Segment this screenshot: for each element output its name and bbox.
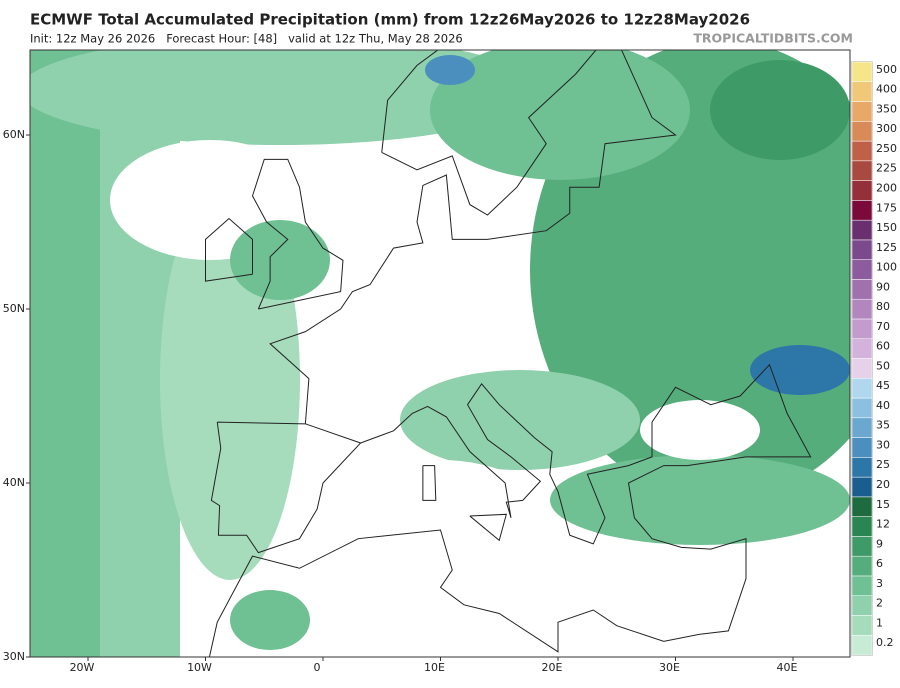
colorbar-label: 350 xyxy=(876,102,897,115)
colorbar-label: 9 xyxy=(876,537,883,550)
colorbar-label: 15 xyxy=(876,498,890,511)
colorbar-swatch xyxy=(851,358,873,379)
colorbar-swatch xyxy=(851,140,873,162)
lon-label: 10E xyxy=(424,661,445,674)
lon-label: 20W xyxy=(70,661,95,674)
colorbar-label: 80 xyxy=(876,300,890,313)
colorbar-label: 3 xyxy=(876,577,883,590)
colorbar-label: 45 xyxy=(876,379,890,392)
coastline xyxy=(251,158,344,310)
colorbar-swatch xyxy=(851,378,873,399)
coastline xyxy=(269,50,677,424)
colorbar-swatch xyxy=(851,575,873,596)
colorbar-swatch xyxy=(851,219,873,241)
lon-label: 0 xyxy=(314,661,321,674)
colorbar-label: 500 xyxy=(876,63,897,76)
colorbar-swatch xyxy=(851,318,873,339)
colorbar-swatch xyxy=(851,160,873,181)
precip-area xyxy=(30,50,540,145)
map xyxy=(30,50,850,657)
colorbar-swatch xyxy=(851,81,873,102)
precip-area xyxy=(430,50,690,180)
colorbar-swatch xyxy=(851,61,873,83)
colorbar-swatch xyxy=(851,615,873,636)
colorbar-label: 50 xyxy=(876,359,890,372)
lon-label: 10W xyxy=(187,661,212,674)
colorbar-swatch xyxy=(851,634,873,656)
colorbar-swatch xyxy=(851,259,873,280)
precip-area xyxy=(710,60,850,160)
colorbar-label: 6 xyxy=(876,557,883,570)
lon-label: 30E xyxy=(659,661,680,674)
colorbar-label: 25 xyxy=(876,458,890,471)
dry-area xyxy=(320,270,440,390)
colorbar-label: 200 xyxy=(876,181,897,194)
precip-area xyxy=(400,370,640,470)
colorbar-label: 400 xyxy=(876,83,897,96)
lat-label: 50N xyxy=(3,302,25,315)
colorbar-label: 70 xyxy=(876,320,890,333)
colorbar-swatch xyxy=(851,298,873,320)
colorbar-swatch xyxy=(851,516,873,537)
colorbar-label: 30 xyxy=(876,438,890,451)
precip-area xyxy=(30,50,100,657)
coastline xyxy=(208,363,812,657)
colorbar-swatch xyxy=(851,457,873,478)
colorbar-label: 35 xyxy=(876,419,890,432)
colorbar-swatch xyxy=(851,338,873,359)
precip-area xyxy=(550,455,850,545)
colorbar-label: 60 xyxy=(876,340,890,353)
title: ECMWF Total Accumulated Precipitation (m… xyxy=(30,11,750,29)
precip-area xyxy=(230,220,330,300)
colorbar-label: 125 xyxy=(876,241,897,254)
colorbar-swatch xyxy=(851,121,873,142)
lat-label: 60N xyxy=(3,128,25,141)
colorbar-label: 12 xyxy=(876,518,890,531)
coastline xyxy=(205,217,253,282)
colorbar-swatch xyxy=(851,595,873,616)
brand: TROPICALTIDBITS.COM xyxy=(693,31,853,46)
colorbar-label: 0.2 xyxy=(876,636,894,649)
lat-label: 40N xyxy=(3,476,25,489)
colorbar-label: 100 xyxy=(876,261,897,274)
colorbar-label: 300 xyxy=(876,122,897,135)
colorbar-label: 90 xyxy=(876,280,890,293)
coastline xyxy=(469,513,507,542)
dry-area xyxy=(330,460,550,580)
colorbar-swatch xyxy=(851,437,873,458)
lat-label: 30N xyxy=(3,650,25,663)
colorbar-swatch xyxy=(851,496,873,517)
colorbar-swatch xyxy=(851,536,873,557)
colorbar-swatch xyxy=(851,397,873,419)
coastline xyxy=(422,465,437,501)
precip-area xyxy=(425,55,475,85)
colorbar-label: 20 xyxy=(876,478,890,491)
colorbar-swatch xyxy=(851,239,873,260)
colorbar-label: 40 xyxy=(876,399,890,412)
colorbar-swatch xyxy=(851,279,873,300)
precip-area xyxy=(750,345,850,395)
colorbar-swatch xyxy=(851,101,873,122)
coastline xyxy=(381,50,597,216)
colorbar-swatch xyxy=(851,555,873,577)
colorbar-swatch xyxy=(851,180,873,201)
colorbar-label: 175 xyxy=(876,201,897,214)
colorbar-swatch xyxy=(851,417,873,438)
colorbar-label: 150 xyxy=(876,221,897,234)
lon-label: 40E xyxy=(777,661,798,674)
colorbar-swatch xyxy=(851,476,873,498)
colorbar-label: 225 xyxy=(876,162,897,175)
colorbar-label: 250 xyxy=(876,142,897,155)
subtitle: Init: 12z May 26 2026 Forecast Hour: [48… xyxy=(30,32,463,46)
precip-area xyxy=(230,590,310,650)
dry-area xyxy=(640,400,760,460)
lon-label: 20E xyxy=(542,661,563,674)
colorbar-label: 1 xyxy=(876,616,883,629)
colorbar-swatch xyxy=(851,200,873,221)
colorbar-label: 2 xyxy=(876,597,883,610)
